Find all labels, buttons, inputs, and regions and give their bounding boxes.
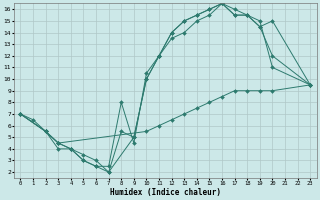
X-axis label: Humidex (Indice chaleur): Humidex (Indice chaleur): [110, 188, 221, 197]
